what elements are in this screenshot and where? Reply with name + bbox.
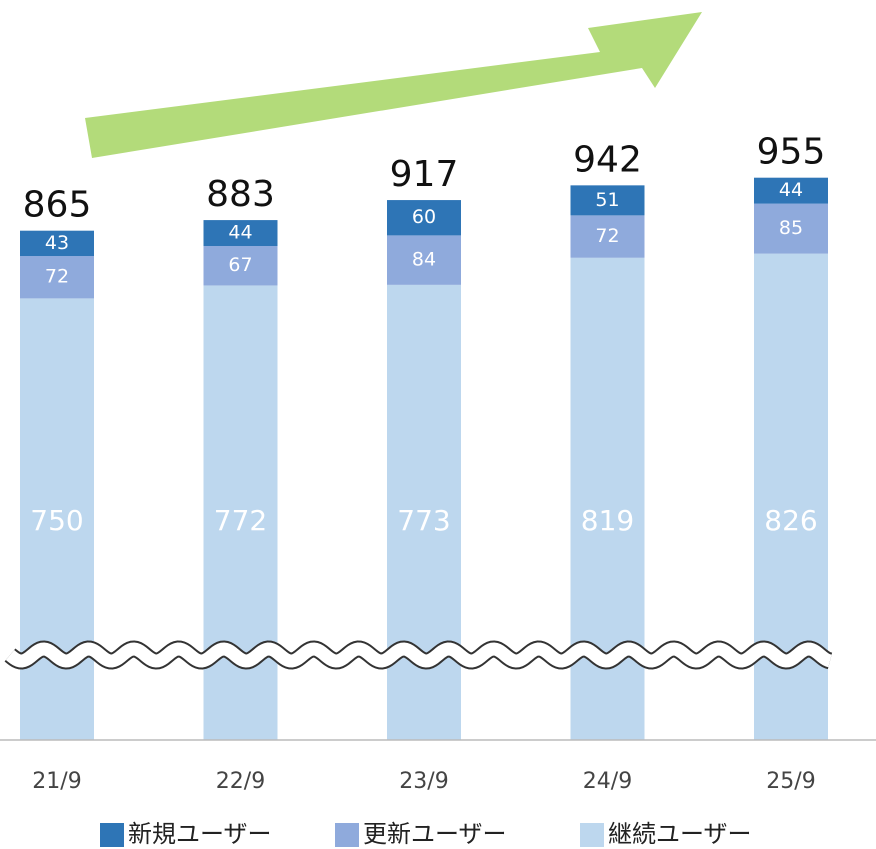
value-label: 826 <box>764 504 817 537</box>
bar-segment <box>570 185 645 216</box>
bar-segment <box>570 215 645 258</box>
value-label: 750 <box>30 504 83 537</box>
value-label: 60 <box>412 206 436 228</box>
bar-segment <box>387 200 461 236</box>
value-label: 819 <box>581 504 634 537</box>
legend-label: 更新ユーザー <box>363 820 507 848</box>
legend-swatch <box>335 823 359 847</box>
total-label: 955 <box>757 132 826 173</box>
legend-label: 継続ユーザー <box>608 820 752 848</box>
growth-arrow <box>85 12 702 158</box>
value-label: 43 <box>45 232 69 254</box>
bar-segment <box>387 235 461 285</box>
value-label: 67 <box>228 254 252 276</box>
bar-segment <box>203 245 278 286</box>
value-label: 44 <box>779 179 803 201</box>
value-label: 772 <box>214 504 267 537</box>
value-label: 72 <box>45 266 69 288</box>
bar-segment <box>203 220 278 246</box>
bar-segment <box>20 230 94 257</box>
bar-segment <box>754 177 828 204</box>
total-label: 883 <box>206 174 275 215</box>
value-label: 773 <box>397 504 450 537</box>
bar-segment <box>754 203 828 254</box>
axis-break-fill <box>5 642 832 668</box>
value-label: 85 <box>779 217 803 239</box>
x-tick-label: 21/9 <box>32 769 81 794</box>
total-label: 917 <box>390 154 459 195</box>
x-tick-label: 22/9 <box>216 769 265 794</box>
x-tick-label: 24/9 <box>583 769 632 794</box>
bar-segment <box>20 256 94 299</box>
value-label: 84 <box>412 249 436 271</box>
legend-swatch <box>580 823 604 847</box>
total-label: 865 <box>23 185 92 226</box>
total-label: 942 <box>573 139 642 180</box>
x-tick-label: 25/9 <box>766 769 815 794</box>
legend-label: 新規ユーザー <box>128 820 272 848</box>
value-label: 72 <box>595 225 619 247</box>
legend-swatch <box>100 823 124 847</box>
x-tick-label: 23/9 <box>399 769 448 794</box>
value-label: 51 <box>595 189 619 211</box>
value-label: 44 <box>228 222 252 244</box>
